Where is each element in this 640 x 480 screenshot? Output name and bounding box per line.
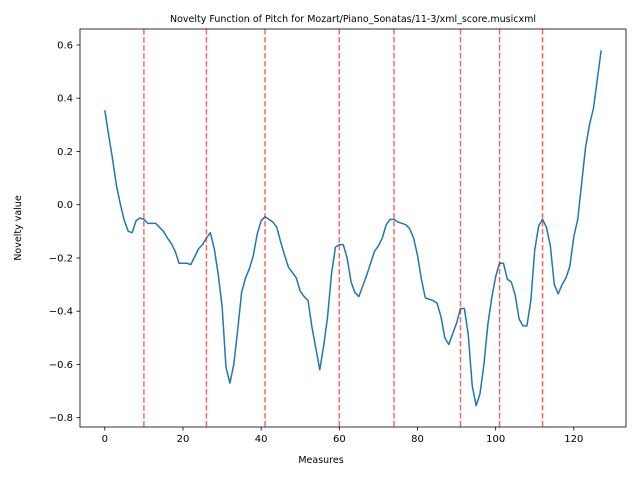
x-tick-label: 120: [564, 434, 583, 445]
y-tick-label: 0.2: [57, 147, 73, 158]
x-tick-label: 100: [486, 434, 505, 445]
y-tick-label: −0.2: [49, 253, 73, 264]
x-tick-label: 20: [177, 434, 190, 445]
y-tick-label: 0.0: [57, 200, 73, 211]
y-tick-label: 0.4: [57, 94, 73, 105]
x-axis-label: Measures: [298, 455, 343, 466]
series-line: [104, 50, 602, 407]
x-tick-label: 40: [255, 434, 268, 445]
y-tick-label: 0.6: [57, 40, 73, 51]
x-tick-label: 80: [411, 434, 424, 445]
y-tick-label: −0.8: [49, 413, 73, 424]
x-tick-label: 60: [333, 434, 346, 445]
chart-title: Novelty Function of Pitch for Mozart/Pia…: [170, 14, 536, 25]
plot-area: [104, 29, 602, 427]
y-tick-label: −0.4: [49, 307, 73, 318]
y-tick-label: −0.6: [49, 360, 73, 371]
x-tick-label: 0: [102, 434, 108, 445]
y-axis: −0.8 −0.6 −0.4 −0.2 0.0 0.2 0.4 0.6: [49, 40, 80, 424]
y-axis-label: Novelty value: [13, 195, 24, 260]
x-axis: 0 20 40 60 80 100 120: [102, 427, 583, 445]
axes-frame: [79, 28, 627, 428]
